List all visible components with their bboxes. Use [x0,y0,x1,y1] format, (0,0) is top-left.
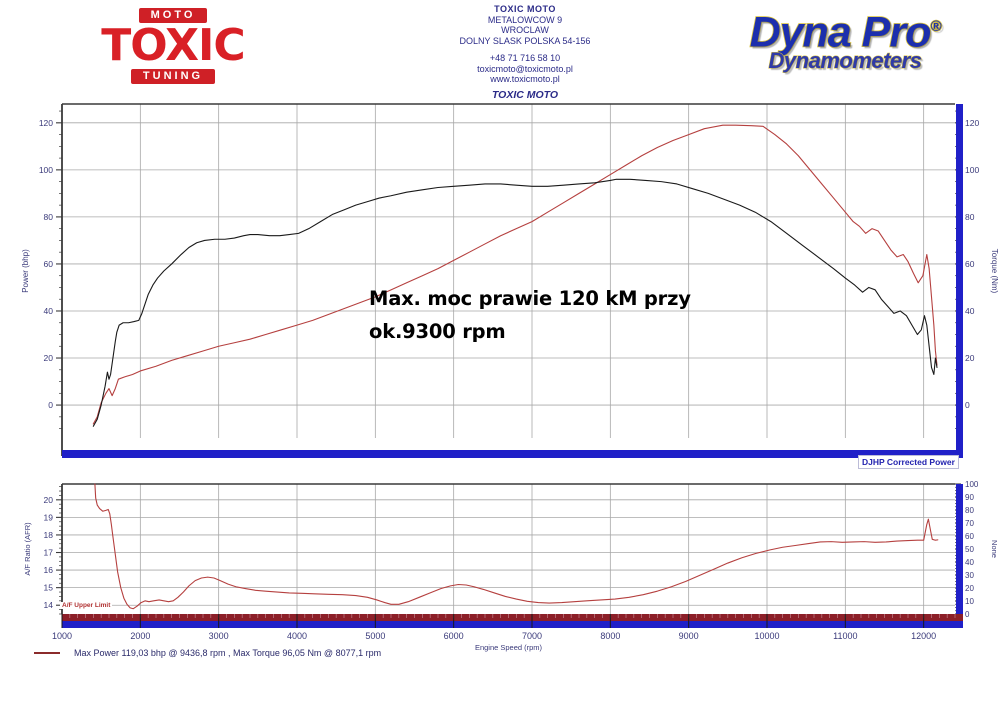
ytick-label-afr: 14 [44,600,54,610]
dyna-pro-name: Dyna Pro® [700,4,990,57]
toxic-moto-logo: MOTO TOXIC TUNING [78,6,268,86]
ytick-label-none: 90 [965,493,974,502]
afr-upper-limit-label: A/F Upper Limit [60,602,113,609]
shop-address-block: TOXIC MOTO METALOWCOW 9 WROCLAW DOLNY SL… [400,4,650,100]
toxic-logo-bottom-label: TUNING [130,69,216,84]
toxic-logo-top-label: MOTO [138,8,208,23]
xtick-label: 6000 [444,631,464,641]
address-region: DOLNY SLASK POLSKA 54-156 [459,35,591,46]
ytick-label-none: 40 [965,558,974,567]
ytick-label-afr: 17 [44,548,54,558]
annotation-line-2: ok.9300 rpm [369,320,506,343]
report-header: MOTO TOXIC TUNING TOXIC MOTO METALOWCOW … [0,0,1000,100]
xtick-label: 2000 [130,631,150,641]
afr-panel: 14 15 16 17 18 19 20 A/F Ratio (AFR) 0 10 20 30 40 50… [23,480,999,619]
address-company: TOXIC MOTO [494,4,556,14]
ytick-label-power: 0 [48,400,53,410]
ytick-label-afr: 18 [44,530,54,540]
ytick-label-torque: 120 [965,118,979,128]
xtick-label: 9000 [679,631,699,641]
ytick-label-none: 60 [965,532,974,541]
dyna-pro-subtitle: Dynamometers [768,48,922,74]
x-axis-blue-band [62,621,963,628]
ytick-label-torque: 20 [965,353,975,363]
y-axis-title-none: None [990,540,999,558]
ytick-label-none: 20 [965,584,974,593]
ytick-label-torque: 40 [965,306,975,316]
address-website: www.toxicmoto.pl [490,74,560,84]
annotation-line-1: Max. moc prawie 120 kM przy [369,287,691,310]
toxic-logo-main-label: TOXIC [101,20,245,71]
ytick-label-torque: 100 [965,165,979,175]
ytick-label-afr: 16 [44,565,54,575]
registered-trademark-icon: ® [930,17,943,36]
ytick-label-none: 10 [965,597,974,606]
ytick-label-torque: 60 [965,259,975,269]
y-axis-title-power: Power (bhp) [21,249,30,293]
address-city: WROCLAW [501,25,549,35]
panel-background [62,104,955,438]
power-annotation: Max. moc prawie 120 kM przy ok.9300 rpm [369,282,749,348]
chart-legend: Max Power 119,03 bhp @ 9436,8 rpm , Max … [34,648,381,658]
ytick-label-none: 80 [965,506,974,515]
ytick-label-none: 100 [965,480,979,489]
afr-panel-background [62,484,955,614]
y-axis-title-afr: A/F Ratio (AFR) [23,522,32,576]
x-axis-group: 1000 2000 3000 4000 5000 6000 7000 8000 9000 1000… [52,614,963,652]
xtick-label: 11000 [833,631,857,641]
legend-summary-text: Max Power 119,03 bhp @ 9436,8 rpm , Max … [74,648,382,658]
torque-curve [92,178,938,427]
dyno-chart-area: 0 20 40 60 80 100 120 Power (bhp) 0 20 40 60 80 100 12… [0,96,1000,707]
ytick-label-power: 40 [44,306,54,316]
corrected-power-badge: DJHP Corrected Power [858,455,959,469]
ytick-label-power: 100 [39,165,53,175]
afr-curve [94,483,939,610]
ytick-label-afr: 15 [44,583,54,593]
address-phone: +48 71 716 58 10 [489,53,561,63]
ytick-label-afr: 20 [44,495,54,505]
address-footer: TOXIC MOTO [491,88,559,101]
xtick-label: 8000 [600,631,620,641]
xtick-label: 4000 [287,631,307,641]
power-torque-panel: 0 20 40 60 80 100 120 Power (bhp) 0 20 40 60 80 100 12… [21,103,999,458]
ytick-label-afr: 19 [44,512,54,522]
ytick-label-torque: 80 [965,212,975,222]
xtick-label: 1000 [52,631,72,641]
ytick-label-none: 50 [965,545,974,554]
ytick-label-none: 70 [965,519,974,528]
ytick-label-power: 60 [44,259,54,269]
x-axis-title: Engine Speed (rpm) [475,643,543,652]
y-axis-title-torque: Torque (Nm) [990,249,999,294]
address-street: METALOWCOW 9 [487,14,563,25]
power-curve [92,124,938,425]
ytick-label-none: 30 [965,571,974,580]
dyna-pro-name-text: Dyna Pro [749,8,932,57]
dyna-pro-logo: Dyna Pro® Dynamometers [700,4,990,88]
x-axis-red-band [62,614,963,621]
xtick-label: 12000 [911,631,936,641]
ytick-label-power: 80 [44,212,54,222]
ytick-label-power: 20 [44,353,54,363]
right-blue-rail [956,104,963,456]
xtick-label: 7000 [522,631,542,641]
address-email: toxicmoto@toxicmoto.pl [477,63,573,74]
ytick-label-power: 120 [39,118,53,128]
ytick-label-none: 0 [965,610,970,619]
afr-right-blue-rail [956,484,963,614]
xtick-label: 3000 [209,631,229,641]
ytick-label-torque: 0 [965,400,970,410]
panel1-bottom-bar [62,450,963,458]
xtick-label: 10000 [754,631,779,641]
xtick-label: 5000 [365,631,385,641]
legend-color-swatch [34,652,60,654]
address-spacer [400,46,650,53]
